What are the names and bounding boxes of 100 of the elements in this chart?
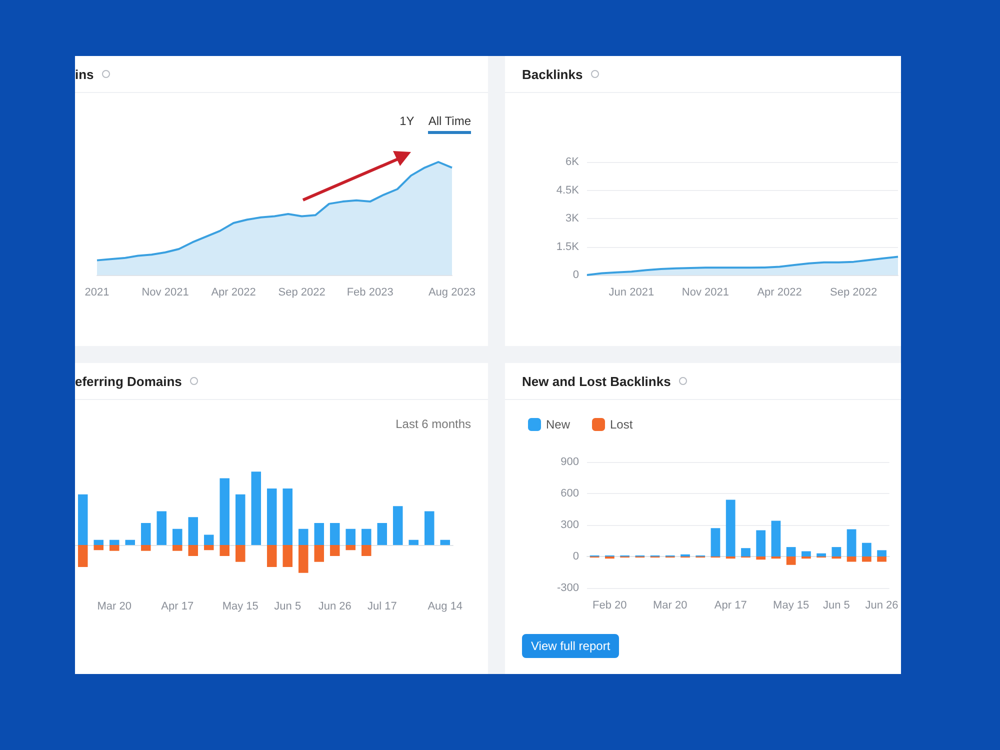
bar	[330, 545, 340, 556]
bar	[832, 547, 842, 556]
x-tick-label: Jun 2021	[608, 286, 654, 298]
bar	[377, 523, 388, 545]
bar	[94, 540, 104, 545]
x-tick-label: Feb 20	[592, 600, 627, 612]
x-tick-label: Apr 17	[714, 600, 747, 612]
x-tick-label: Apr 2022	[211, 286, 256, 298]
bar	[220, 478, 230, 545]
x-tick-label: Nov 2021	[682, 286, 730, 298]
x-tick-label: Aug 14	[428, 600, 463, 612]
bar	[424, 511, 434, 545]
bar	[314, 545, 324, 562]
x-tick-label: Jun 5	[274, 600, 302, 612]
text: 1Y	[400, 114, 414, 130]
bar	[726, 500, 736, 556]
bar	[802, 551, 811, 556]
bar	[266, 488, 277, 545]
bar	[172, 545, 182, 551]
bar	[78, 545, 88, 567]
bar	[862, 556, 872, 562]
y-tick-label: -300	[556, 582, 579, 594]
bar	[786, 556, 796, 565]
bar	[756, 556, 766, 560]
bar	[346, 528, 356, 545]
bar	[204, 534, 214, 545]
bar	[771, 520, 781, 556]
y-tick-label: 300	[560, 519, 579, 531]
bar	[440, 540, 450, 545]
bar	[204, 545, 214, 550]
x-tick-label: Nov 2021	[142, 286, 189, 298]
bar	[846, 556, 856, 562]
bar	[266, 545, 277, 567]
legend-label: Lost	[610, 418, 634, 432]
bar	[220, 545, 230, 556]
x-tick-label: Jun 26	[865, 600, 898, 612]
x-tick-label: Sep 2022	[830, 286, 878, 298]
x-tick-label: Mar 20	[97, 600, 132, 612]
chart-title: ins	[75, 66, 94, 82]
y-tick-label: 6K	[566, 156, 580, 168]
bar	[846, 529, 856, 556]
text: Last 6 months	[396, 417, 471, 431]
bar	[877, 556, 886, 562]
bar	[877, 550, 886, 556]
x-tick-label: Sep 2022	[278, 286, 326, 298]
chart-title: Backlinks	[522, 66, 583, 82]
bar	[109, 545, 120, 551]
bar	[298, 528, 308, 545]
text: View full report	[522, 634, 620, 658]
bar	[361, 528, 372, 545]
bar	[710, 528, 720, 556]
bar	[330, 523, 340, 545]
bar	[298, 545, 308, 573]
bar	[408, 540, 419, 545]
bar	[172, 528, 182, 545]
y-tick-label: 3K	[566, 212, 580, 224]
bar	[140, 545, 151, 551]
bar	[282, 545, 293, 567]
x-tick-label: 2021	[84, 286, 110, 298]
bar	[156, 511, 167, 545]
bar	[862, 542, 872, 556]
bar	[125, 540, 136, 545]
chart-title: eferring Domains	[75, 374, 182, 388]
bar	[188, 545, 198, 556]
x-tick-label: Apr 17	[161, 600, 194, 612]
bar	[314, 523, 324, 545]
x-tick-label: Jun 5	[822, 600, 850, 612]
bar	[786, 547, 796, 556]
bar	[282, 488, 293, 545]
bar	[816, 553, 826, 556]
x-tick-label: Apr 2022	[757, 286, 802, 298]
bar	[94, 545, 104, 550]
bar	[235, 494, 246, 545]
x-tick-label: Mar 20	[653, 600, 688, 612]
bar	[346, 545, 356, 550]
y-tick-label: 4.5K	[556, 184, 580, 196]
bar	[756, 530, 766, 556]
bar	[109, 540, 120, 545]
y-tick-label: 0	[572, 269, 579, 281]
y-tick-label: 900	[560, 456, 579, 468]
bar	[741, 548, 750, 556]
bar	[361, 545, 372, 556]
x-tick-label: Aug 2023	[428, 286, 476, 298]
x-tick-label: Jun 26	[318, 600, 352, 612]
y-tick-label: 1.5K	[556, 240, 580, 253]
x-tick-label: Jul 17	[367, 600, 397, 612]
text: All Time	[428, 114, 471, 134]
x-tick-label: May 15	[773, 600, 810, 612]
y-tick-label: 0	[572, 550, 579, 562]
bar	[235, 545, 246, 562]
bar	[392, 506, 403, 545]
bar	[188, 517, 198, 545]
x-tick-label: May 15	[222, 600, 258, 612]
y-tick-label: 600	[560, 488, 579, 500]
bar	[251, 472, 262, 545]
bar	[78, 494, 88, 545]
x-tick-label: Feb 2023	[346, 286, 394, 298]
legend-label: New	[546, 418, 570, 432]
bar	[140, 523, 151, 545]
chart-title: New and Lost Backlinks	[522, 374, 671, 388]
